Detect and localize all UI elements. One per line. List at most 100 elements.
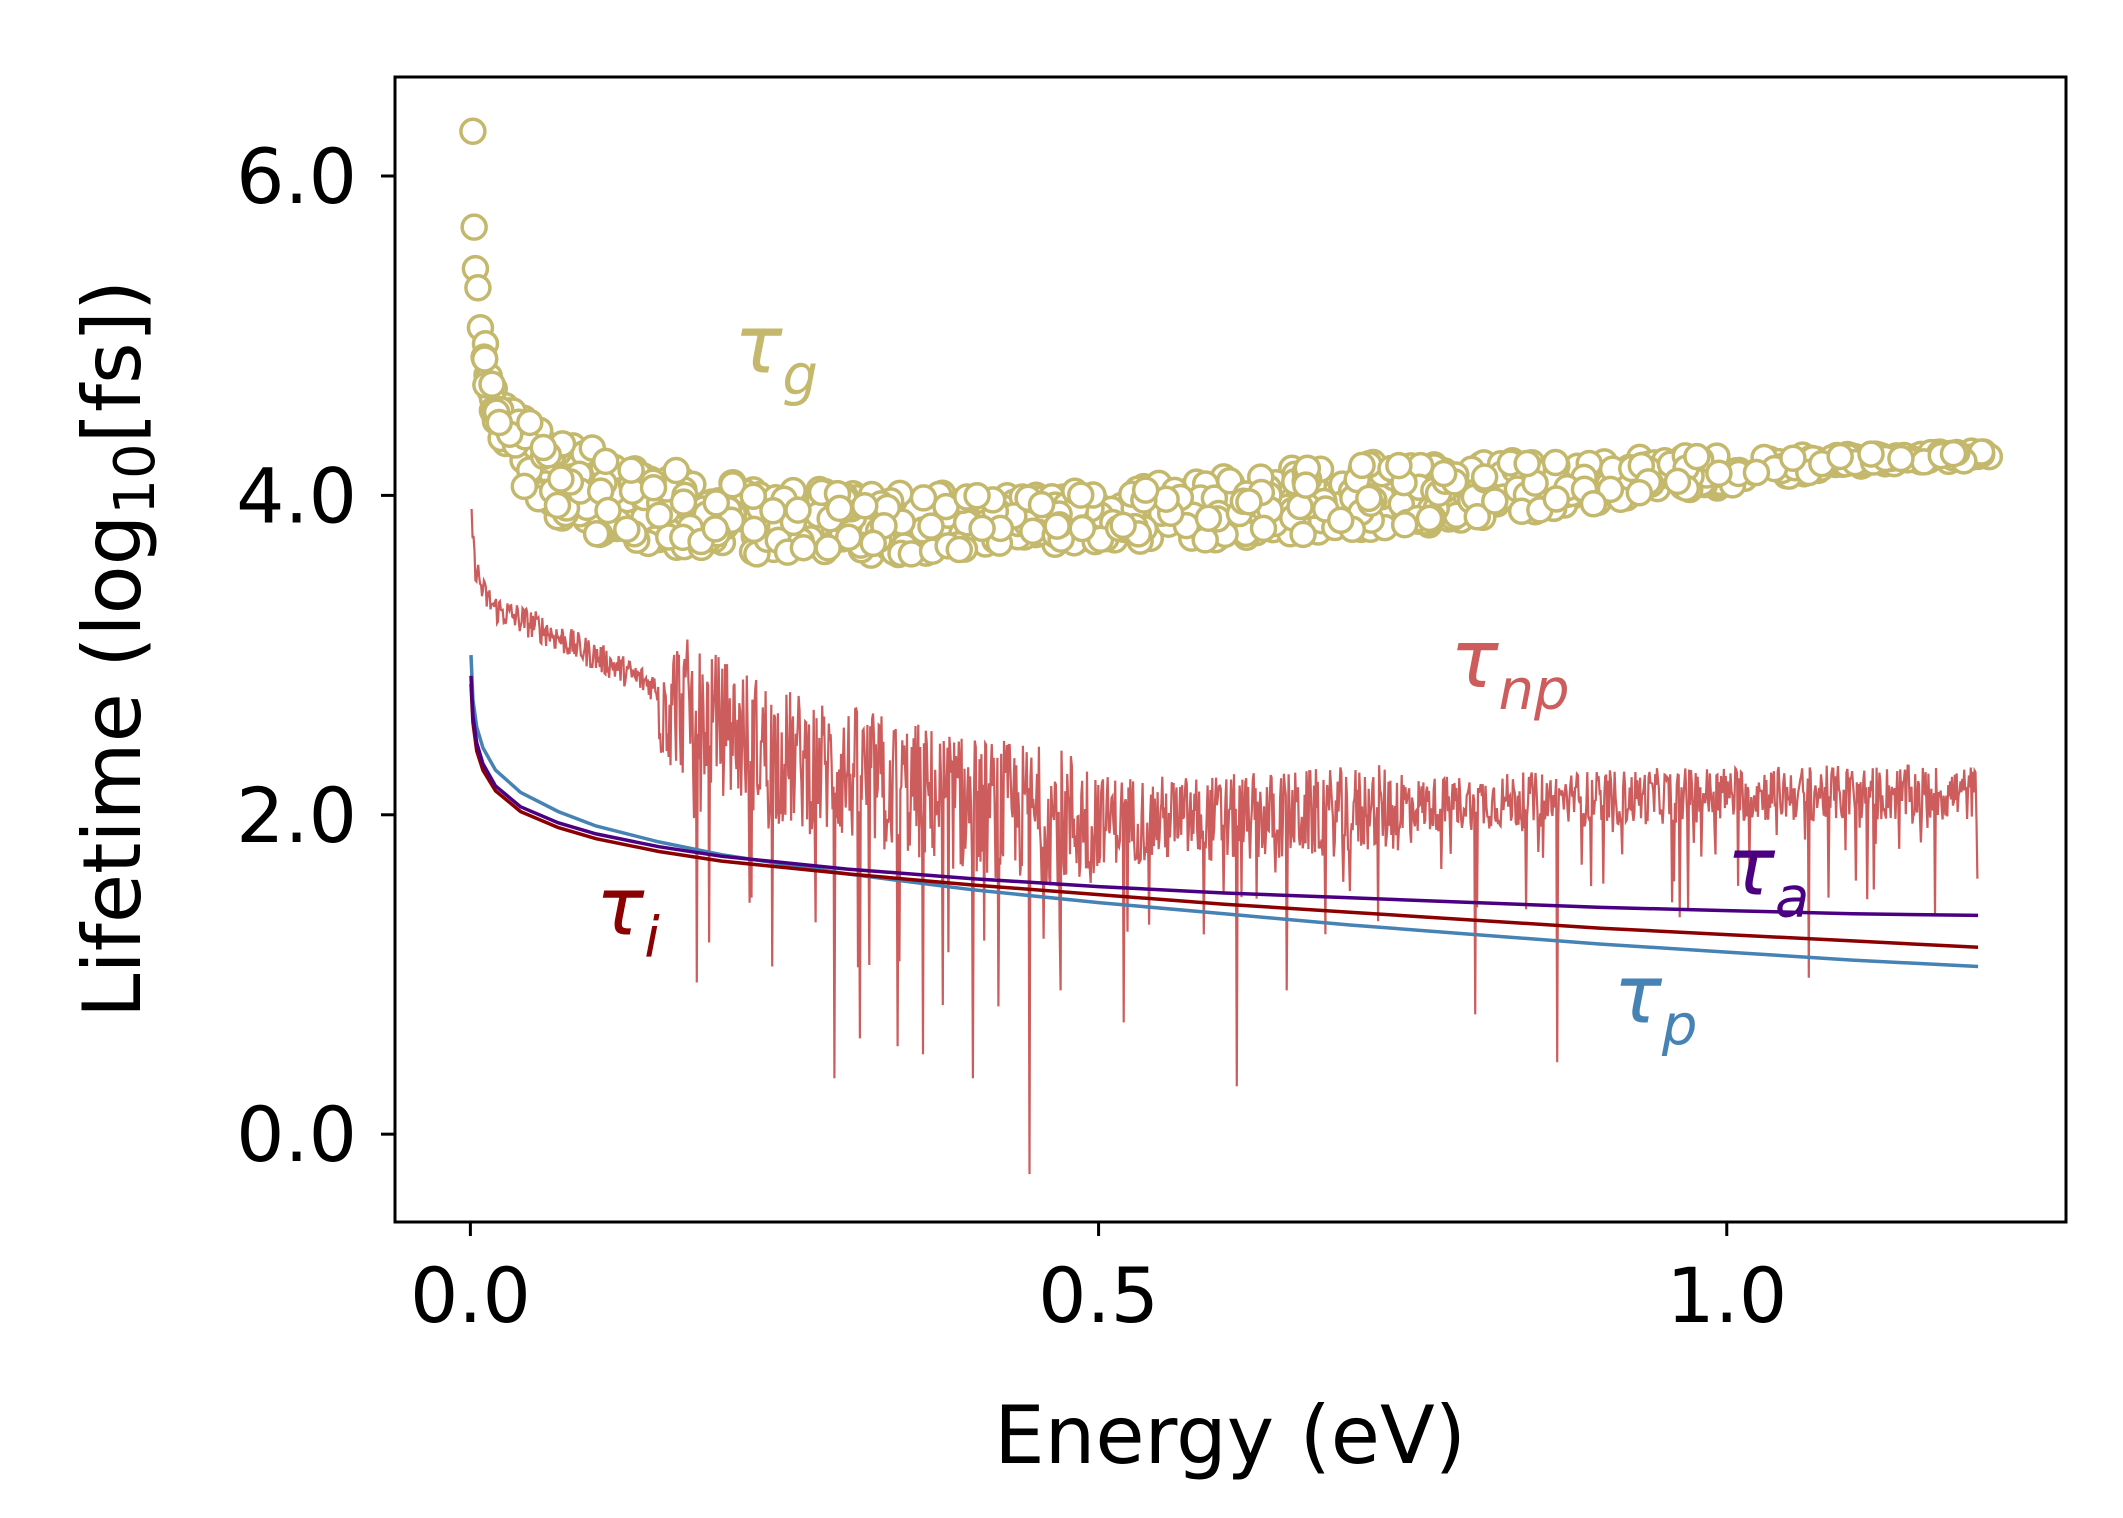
- x-axis: 0.0 0.5 1.0: [410, 1222, 1787, 1340]
- series-tau-g: [459, 117, 2004, 569]
- tau-g-point: [1826, 442, 1854, 471]
- tau-g-point: [1027, 490, 1056, 519]
- y-axis-title-main: Lifetime (log: [66, 515, 159, 1019]
- tau-g-point: [639, 473, 668, 502]
- y-axis-title-rest: [fs]): [66, 280, 159, 443]
- tau-g-point: [1348, 451, 1376, 480]
- tau-g-point: [662, 456, 690, 485]
- tau-g-point: [718, 470, 747, 499]
- plot-frame: [393, 75, 2068, 1224]
- tau-g-point: [850, 491, 879, 520]
- tau-g-point: [739, 482, 768, 510]
- y-tick-label: 6.0: [236, 132, 357, 221]
- tau-g-point: [1390, 510, 1419, 539]
- tau-g-point: [1131, 476, 1160, 504]
- tau-g-point: [1249, 514, 1278, 543]
- y-tick-label: 0.0: [236, 1090, 357, 1179]
- series-label: τi: [596, 861, 660, 971]
- series-label: τg: [734, 298, 818, 408]
- tau-g-point: [814, 534, 842, 562]
- tau-g-point: [1625, 479, 1654, 507]
- tau-g-point: [945, 535, 974, 564]
- tau-g-point: [1194, 504, 1223, 532]
- tau-g-point: [594, 496, 622, 525]
- tau-g-point: [702, 489, 731, 517]
- series-label: τp: [1614, 948, 1698, 1058]
- tau-g-point: [1541, 448, 1570, 477]
- tau-g-point: [591, 447, 620, 476]
- y-axis-title-subscript: 10: [103, 443, 168, 514]
- tau-g-point: [963, 482, 991, 510]
- tau-g-point: [1235, 488, 1263, 516]
- tau-g-point: [1857, 440, 1885, 468]
- tau-g-point: [759, 497, 787, 525]
- tau-g-point: [1463, 503, 1492, 531]
- tau-g-point: [582, 519, 611, 548]
- tau-g-point: [460, 213, 488, 241]
- tau-g-point: [968, 514, 996, 543]
- tau-g-point: [516, 408, 544, 437]
- tau-g-point: [478, 370, 506, 399]
- tau-g-point: [1019, 517, 1047, 545]
- tau-g-point: [1683, 442, 1711, 471]
- tau-g-point: [859, 529, 887, 558]
- y-tick-label: 4.0: [236, 451, 357, 540]
- tau-g-point: [1579, 490, 1608, 518]
- tau-g-point: [485, 408, 514, 437]
- tau-g-point: [1705, 459, 1733, 487]
- y-axis-title: Lifetime (log10[fs]): [66, 280, 168, 1018]
- tau-a-line: [469, 675, 1979, 918]
- tau-g-point: [1779, 444, 1807, 472]
- series-tau-np: [470, 508, 1979, 1175]
- tau-g-point: [617, 456, 645, 484]
- series-label: τnp: [1450, 613, 1569, 723]
- tau-g-point: [1513, 449, 1541, 478]
- tau-g-point: [1068, 514, 1097, 543]
- tau-g-point: [1292, 471, 1320, 499]
- tau-g-point: [1043, 512, 1071, 540]
- tau-np-line: [470, 508, 1979, 1175]
- tau-g-point: [701, 515, 730, 543]
- tau-g-point: [1887, 444, 1915, 473]
- tau-g-point: [784, 496, 812, 524]
- tau-g-point: [547, 465, 575, 493]
- tau-g-point: [1470, 463, 1499, 491]
- tau-g-point: [1663, 467, 1692, 496]
- tau-g-point: [1327, 506, 1355, 535]
- tau-g-point: [529, 433, 558, 462]
- tau-g-point: [1385, 451, 1413, 480]
- tau-g-point: [1355, 484, 1383, 513]
- tau-g-point: [471, 345, 499, 373]
- x-tick-label: 0.5: [1038, 1251, 1159, 1340]
- y-axis: 0.0 2.0 4.0 6.0: [236, 132, 395, 1179]
- tau-g-point: [1481, 487, 1509, 515]
- tau-g-point: [510, 472, 539, 501]
- tau-g-point: [789, 533, 818, 562]
- x-tick-label: 1.0: [1666, 1251, 1787, 1340]
- tau-g-point: [1429, 459, 1458, 488]
- tau-i-line: [469, 683, 1979, 950]
- tau-g-point: [909, 484, 938, 512]
- tau-g-point: [459, 117, 487, 146]
- tau-g-point: [1596, 475, 1625, 504]
- tau-g-point: [1066, 481, 1095, 509]
- y-tick-label: 2.0: [236, 771, 357, 860]
- tau-g-point: [1542, 485, 1571, 513]
- tau-g-point: [1289, 520, 1317, 549]
- tau-g-point: [1415, 504, 1444, 533]
- tau-g-point: [1742, 458, 1771, 487]
- series-label: τa: [1727, 821, 1810, 931]
- x-tick-label: 0.0: [410, 1251, 531, 1340]
- series-labels: τg τnp τa τi τp: [596, 298, 1809, 1058]
- plot-area: [459, 117, 2004, 1175]
- tau-g-point: [1109, 511, 1137, 540]
- tau-g-point: [669, 488, 698, 516]
- tau-g-point: [645, 501, 674, 529]
- x-axis-title: Energy (eV): [994, 1389, 1466, 1482]
- tau-g-point: [740, 515, 768, 544]
- tau-g-point: [1939, 439, 1968, 468]
- tau-g-point: [464, 274, 492, 302]
- tau-g-point: [825, 494, 854, 523]
- tau-g-point: [613, 515, 641, 544]
